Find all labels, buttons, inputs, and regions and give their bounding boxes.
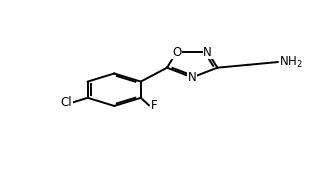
Text: F: F <box>151 99 157 112</box>
Text: NH$_2$: NH$_2$ <box>279 54 303 70</box>
Text: Cl: Cl <box>60 96 72 109</box>
Text: N: N <box>188 71 197 84</box>
Text: O: O <box>172 46 181 59</box>
Text: N: N <box>203 46 212 59</box>
